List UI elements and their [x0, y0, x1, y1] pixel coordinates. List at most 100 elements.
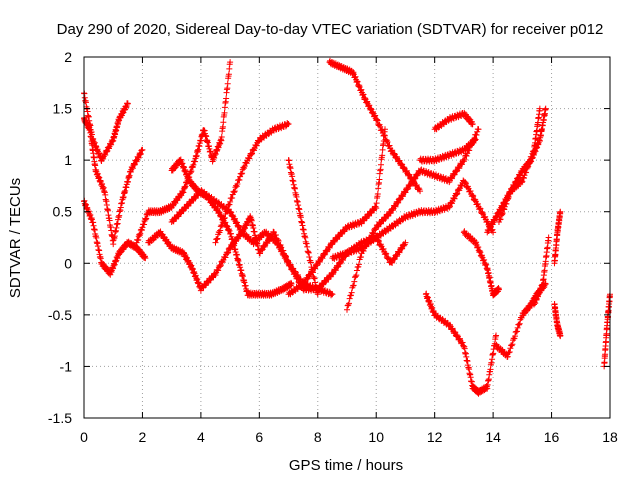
data-point	[222, 254, 229, 261]
data-point	[217, 262, 224, 269]
data-point	[523, 169, 530, 176]
data-point	[381, 126, 388, 133]
data-point	[353, 267, 360, 274]
data-point	[313, 285, 320, 292]
series-arc-j	[285, 157, 321, 298]
data-point	[406, 181, 413, 188]
data-point	[212, 239, 219, 246]
data-point	[376, 176, 383, 183]
data-point	[218, 212, 225, 219]
data-point	[373, 200, 380, 207]
data-point	[338, 231, 345, 238]
data-point	[314, 291, 321, 298]
data-point	[458, 161, 465, 168]
series-arc-b	[81, 90, 131, 165]
data-point	[477, 205, 484, 212]
data-point	[508, 342, 515, 349]
data-point	[102, 152, 109, 159]
data-point	[472, 137, 479, 144]
data-point	[471, 197, 478, 204]
data-point	[221, 214, 228, 221]
data-point	[518, 179, 525, 186]
data-point	[377, 242, 384, 249]
data-point	[446, 204, 453, 211]
data-point	[237, 173, 244, 180]
data-point	[138, 147, 145, 154]
data-point	[287, 262, 294, 269]
data-point	[448, 199, 455, 206]
data-point	[217, 263, 224, 270]
data-point	[352, 73, 359, 80]
data-point	[224, 80, 231, 87]
data-point	[482, 261, 489, 268]
data-point	[448, 175, 455, 182]
data-point	[329, 291, 336, 298]
data-point	[328, 292, 335, 299]
data-point	[329, 269, 336, 276]
data-point	[345, 300, 352, 307]
y-tick-label: -1.5	[48, 410, 72, 426]
data-point	[217, 227, 224, 234]
y-tick-label: 2	[64, 49, 72, 65]
data-point	[411, 175, 418, 182]
data-point	[475, 126, 482, 133]
data-point	[469, 192, 476, 199]
y-tick-label: -0.5	[48, 307, 72, 323]
data-point	[187, 169, 194, 176]
data-point	[131, 161, 138, 168]
data-point	[246, 155, 253, 162]
data-point	[391, 150, 398, 157]
data-point	[377, 123, 384, 130]
data-point	[108, 141, 115, 148]
data-point	[221, 109, 228, 116]
x-tick-label: 10	[368, 429, 384, 445]
data-point	[362, 243, 369, 250]
data-point	[524, 164, 531, 171]
data-point	[372, 203, 379, 210]
data-point	[103, 148, 110, 155]
data-point	[225, 249, 232, 256]
data-point	[272, 232, 279, 239]
data-point	[137, 150, 144, 157]
data-point	[202, 282, 209, 289]
data-point	[357, 253, 364, 260]
data-point	[304, 243, 311, 250]
data-point	[417, 188, 424, 195]
data-point	[451, 195, 458, 202]
series-arc-c	[81, 197, 149, 278]
data-point	[305, 249, 312, 256]
data-point	[512, 329, 519, 336]
data-point	[363, 215, 370, 222]
data-point	[493, 214, 500, 221]
data-point	[224, 250, 231, 257]
data-point	[366, 102, 373, 109]
data-point	[470, 192, 477, 199]
data-point	[216, 209, 223, 216]
data-point	[467, 187, 474, 194]
data-point	[190, 161, 197, 168]
series-arc-p	[422, 290, 500, 397]
data-point	[279, 247, 286, 254]
data-point	[367, 105, 374, 112]
data-point	[135, 236, 142, 243]
data-point	[226, 201, 233, 208]
data-point	[504, 353, 511, 360]
data-point	[460, 342, 467, 349]
data-point	[312, 265, 319, 272]
data-point	[501, 206, 508, 213]
data-point	[483, 261, 490, 268]
data-point	[456, 335, 463, 342]
data-point	[449, 325, 456, 332]
data-point	[188, 168, 195, 175]
series-arc-x	[601, 291, 613, 370]
data-point	[349, 70, 356, 77]
x-tick-label: 14	[485, 429, 501, 445]
data-point	[392, 203, 399, 210]
y-tick-label: 1	[64, 152, 72, 168]
data-point	[512, 333, 519, 340]
data-point	[462, 179, 469, 186]
data-point	[224, 207, 231, 214]
data-point	[231, 188, 238, 195]
data-point	[404, 186, 411, 193]
data-point	[520, 175, 527, 182]
